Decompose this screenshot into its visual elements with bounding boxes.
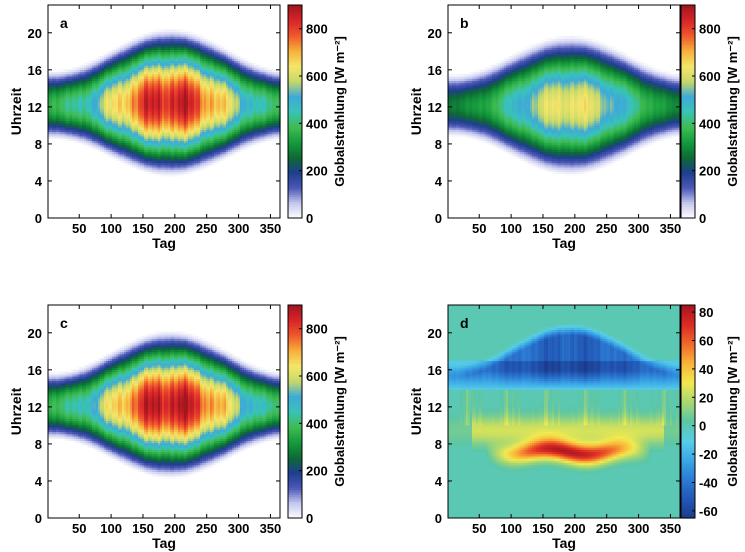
panel-a: 50 100 150 200 250 300 350048121620TagUhrzeita… [8,5,347,251]
